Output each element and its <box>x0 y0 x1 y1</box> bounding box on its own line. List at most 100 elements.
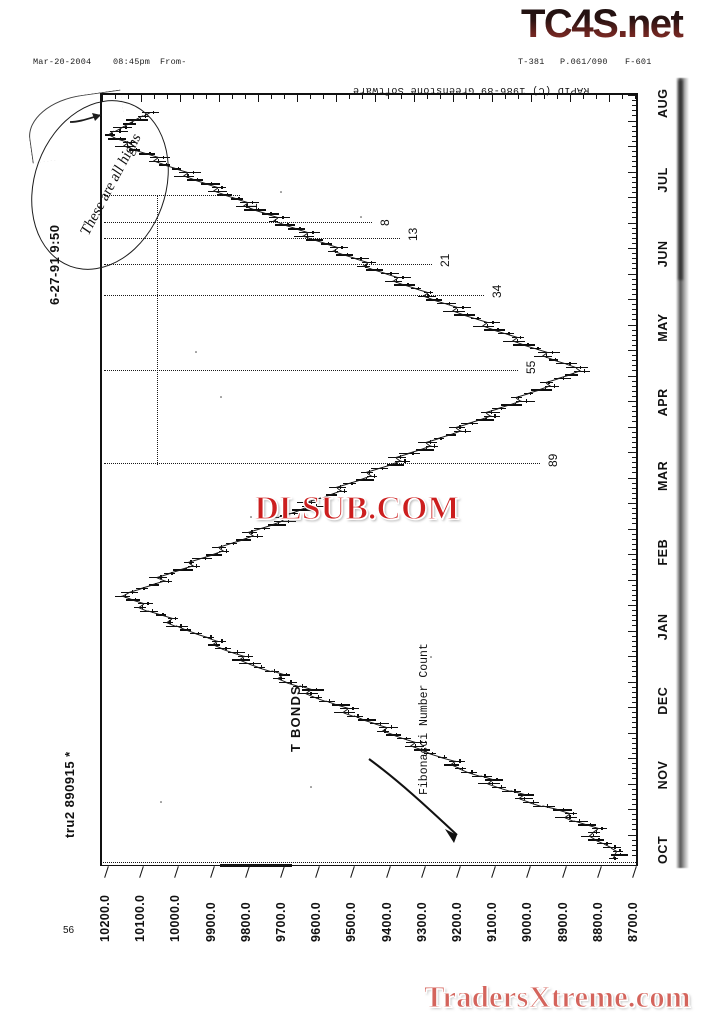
price-bar-close-tick <box>341 702 343 707</box>
price-bar-range <box>366 475 378 477</box>
time-tick <box>632 212 636 214</box>
price-bar-range <box>564 374 578 376</box>
price-bar-close-tick <box>169 620 171 624</box>
price-bar-close-tick <box>365 477 368 482</box>
price-axis-label: 9900.0 <box>203 901 218 942</box>
price-tick <box>440 95 441 99</box>
price-bar-close-tick <box>282 215 284 219</box>
price-bar-range <box>340 708 359 710</box>
time-tick <box>632 829 636 831</box>
time-tick <box>632 436 636 438</box>
fax-page-count: P.061/090 <box>560 57 608 67</box>
time-tick <box>628 120 636 122</box>
time-tick <box>628 554 636 555</box>
price-bar-close-tick <box>221 545 223 549</box>
price-bar-close-tick <box>341 245 343 249</box>
price-bar-range <box>246 535 263 537</box>
price-bar-close-tick <box>544 388 546 392</box>
time-tick <box>632 691 636 693</box>
price-bar-connector <box>343 254 356 260</box>
time-tick <box>632 304 636 306</box>
price-tick <box>375 95 376 102</box>
price-bar-range <box>501 404 523 406</box>
price-bar-close-tick <box>381 466 384 471</box>
price-bar-range <box>512 336 525 339</box>
price-axis-label: 9500.0 <box>344 901 359 942</box>
fax-from-label: From- <box>160 57 187 67</box>
price-axis-leader <box>561 866 567 878</box>
price-bar-range <box>188 565 201 567</box>
price-tick <box>622 95 623 99</box>
price-bar-close-tick <box>152 110 155 114</box>
watermark-tradersxtreme: TradersXtreme.com <box>424 977 720 1017</box>
price-bar-close-tick <box>390 271 392 276</box>
price-axis-label: 8900.0 <box>555 901 570 942</box>
price-bar-range <box>237 655 254 657</box>
price-axis-label: 9300.0 <box>414 901 429 942</box>
price-bar-range <box>483 321 501 324</box>
price-bar-close-tick <box>315 504 318 508</box>
time-tick <box>632 610 636 612</box>
price-bar-close-tick <box>525 399 528 403</box>
time-tick <box>632 232 636 234</box>
price-axis-label: 8700.0 <box>626 901 640 942</box>
price-bar-close-tick <box>440 436 442 441</box>
time-tick <box>632 467 636 469</box>
price-bar-close-tick <box>569 815 571 819</box>
price-tick <box>518 95 519 99</box>
price-bar-close-tick <box>160 575 162 579</box>
price-bar-close-tick <box>501 785 503 789</box>
time-tick <box>632 487 636 489</box>
price-tick <box>453 95 454 102</box>
price-bar-close-tick <box>162 155 164 159</box>
time-tick <box>632 385 636 387</box>
price-tick <box>154 95 155 99</box>
price-bar-range <box>370 723 389 725</box>
price-bar-connector <box>188 558 201 563</box>
price-bar-range <box>326 494 338 496</box>
time-tick <box>628 401 636 402</box>
price-axis-label: 10000.0 <box>168 894 183 942</box>
price-bar-close-tick <box>263 526 266 531</box>
price-axis-ticks-top <box>102 95 636 102</box>
price-bar-close-tick <box>551 350 554 354</box>
price-bar-close-tick <box>174 616 177 621</box>
price-bar-close-tick <box>287 519 290 523</box>
price-bar-close-tick <box>399 455 402 459</box>
price-axis-label: 8800.0 <box>590 901 605 942</box>
chart-axis-baseline <box>100 862 636 863</box>
price-bar-range <box>149 584 159 586</box>
time-tick <box>628 783 636 785</box>
time-tick <box>632 390 636 392</box>
price-bar-range <box>461 423 478 425</box>
price-bar-close-tick <box>221 639 223 643</box>
price-tick <box>336 95 337 102</box>
price-bar-range <box>330 246 348 249</box>
price-bar-close-tick <box>579 365 582 369</box>
price-bar-range <box>537 351 560 354</box>
price-tick <box>466 95 467 99</box>
price-bar-range <box>448 760 466 762</box>
time-tick <box>632 360 636 362</box>
price-bar-close-tick <box>492 320 494 324</box>
time-tick <box>632 110 636 112</box>
time-tick <box>632 717 636 719</box>
price-bar-close-tick <box>221 185 223 189</box>
time-tick <box>628 656 636 657</box>
time-tick <box>628 324 636 326</box>
price-bar-range <box>273 520 296 522</box>
time-axis-label-jul: JUL <box>656 167 670 193</box>
price-bar-close-tick <box>533 800 535 804</box>
fibonacci-leader-line <box>104 264 432 265</box>
price-bar-close-tick <box>236 650 239 654</box>
price-axis-leader <box>139 866 145 878</box>
price-bar-close-tick <box>293 511 296 516</box>
price-bar-range <box>516 400 535 402</box>
time-tick <box>632 151 636 153</box>
price-tick <box>128 95 129 99</box>
price-tick <box>206 95 207 99</box>
fax-time: 08:45pm <box>113 57 151 67</box>
price-tick <box>271 95 272 99</box>
time-tick <box>632 849 636 851</box>
price-axis-leader <box>104 866 109 878</box>
